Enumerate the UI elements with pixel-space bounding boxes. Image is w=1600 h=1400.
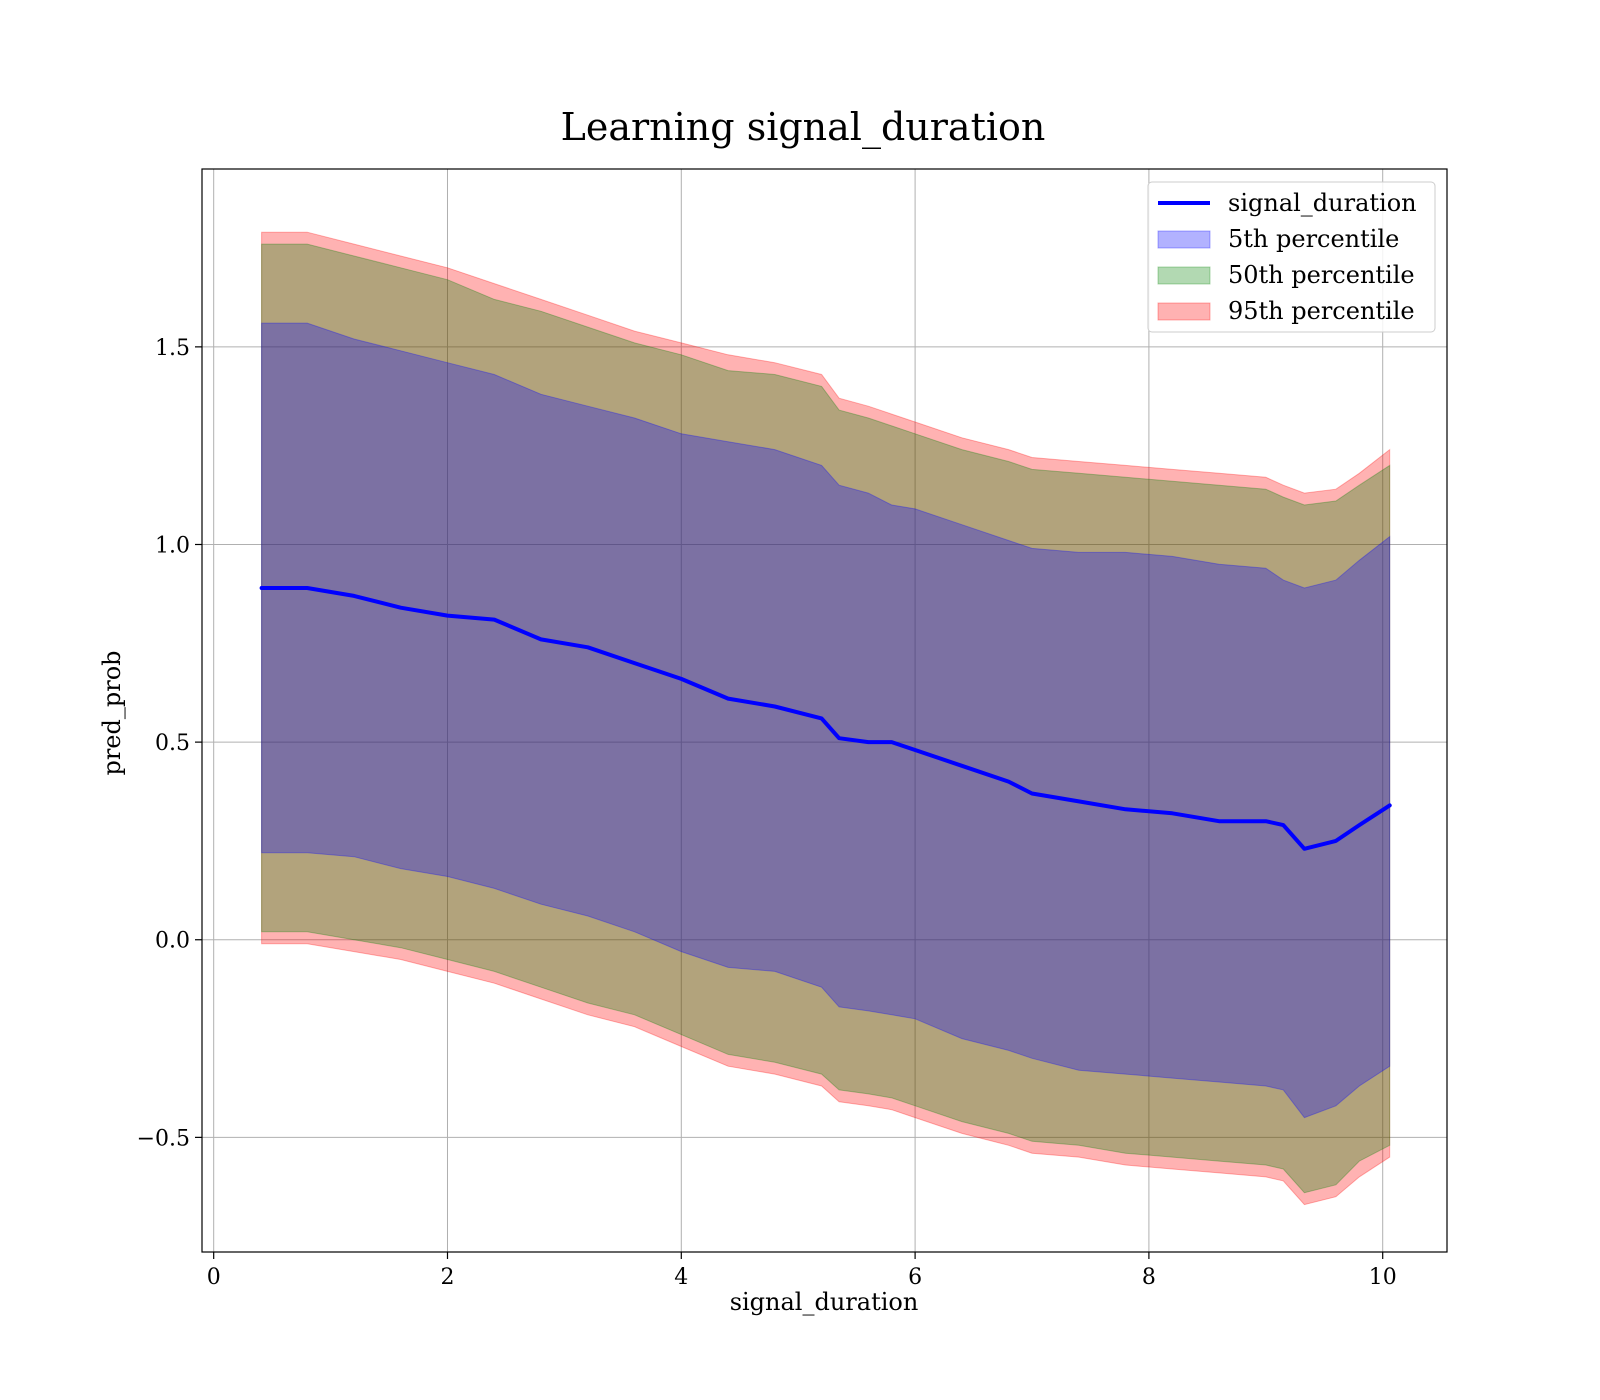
- chart-title: Learning signal_duration: [561, 105, 1046, 150]
- data-point: [819, 716, 824, 721]
- data-point: [1281, 823, 1285, 827]
- plot-area: 0 2 4 6 8 10 −0.5 0.0 0.5 1.0 1.5 signal_duration 5t…: [137, 168, 1448, 1290]
- data-point: [679, 677, 683, 681]
- data-point: [586, 645, 590, 649]
- band-50th-percentile: [261, 243, 1391, 1194]
- data-point: [539, 637, 543, 641]
- data-point: [260, 586, 264, 590]
- data-point: [1170, 811, 1174, 815]
- y-axis-label: pred_prob: [98, 650, 126, 775]
- x-tick-label: 6: [908, 1265, 922, 1290]
- y-tick-label: 1.0: [155, 533, 190, 558]
- data-point: [1123, 807, 1128, 811]
- x-tick-label: 4: [674, 1265, 688, 1290]
- data-point: [305, 586, 309, 590]
- data-point: [352, 594, 356, 598]
- data-point: [399, 606, 403, 610]
- legend-entry-label: 50th percentile: [1228, 261, 1415, 289]
- data-point: [1217, 819, 1221, 823]
- legend-patch-swatch: [1157, 230, 1211, 249]
- data-point: [866, 740, 870, 744]
- x-tick-label: 0: [207, 1265, 221, 1290]
- data-point: [726, 697, 730, 701]
- y-tick-label: 1.5: [155, 336, 190, 361]
- data-point: [1357, 823, 1361, 827]
- data-point: [1077, 799, 1081, 804]
- data-point: [445, 614, 450, 618]
- data-point: [773, 704, 777, 709]
- band-95th-percentile: [261, 231, 1391, 1206]
- series-line-0: [259, 586, 1392, 851]
- data-point: [1302, 847, 1306, 851]
- legend-entry-label: 95th percentile: [1228, 297, 1415, 325]
- data-point: [1264, 819, 1268, 823]
- data-point: [837, 736, 841, 740]
- data-point: [1388, 803, 1392, 807]
- grid: [202, 169, 1447, 1252]
- legend-entry-label: signal_duration: [1228, 189, 1417, 217]
- y-tick-label: 0.0: [155, 929, 190, 954]
- data-point: [960, 764, 964, 768]
- legend-patch-swatch: [1157, 266, 1211, 285]
- data-point: [1007, 780, 1011, 784]
- data-point: [492, 617, 496, 622]
- series-points-0: [260, 586, 1392, 851]
- data-point: [1030, 791, 1034, 796]
- legend-entry-label: 5th percentile: [1228, 225, 1399, 253]
- data-point: [890, 740, 894, 744]
- y-tick-label: −0.5: [137, 1126, 190, 1151]
- legend-box: [1147, 181, 1436, 333]
- data-point: [1334, 839, 1338, 843]
- y-tick-label: 0.5: [155, 731, 190, 756]
- data-point: [632, 661, 637, 665]
- x-tick-label: 2: [440, 1265, 454, 1290]
- legend: signal_duration 5th percentile 50th percen…: [1147, 181, 1436, 333]
- x-tick-label: 8: [1142, 1265, 1156, 1290]
- axes-frame: [201, 168, 1448, 1253]
- x-axis-label: signal_duration: [730, 1288, 919, 1316]
- x-tick-label: 10: [1369, 1265, 1397, 1290]
- legend-patch-swatch: [1157, 302, 1211, 321]
- data-point: [913, 748, 917, 752]
